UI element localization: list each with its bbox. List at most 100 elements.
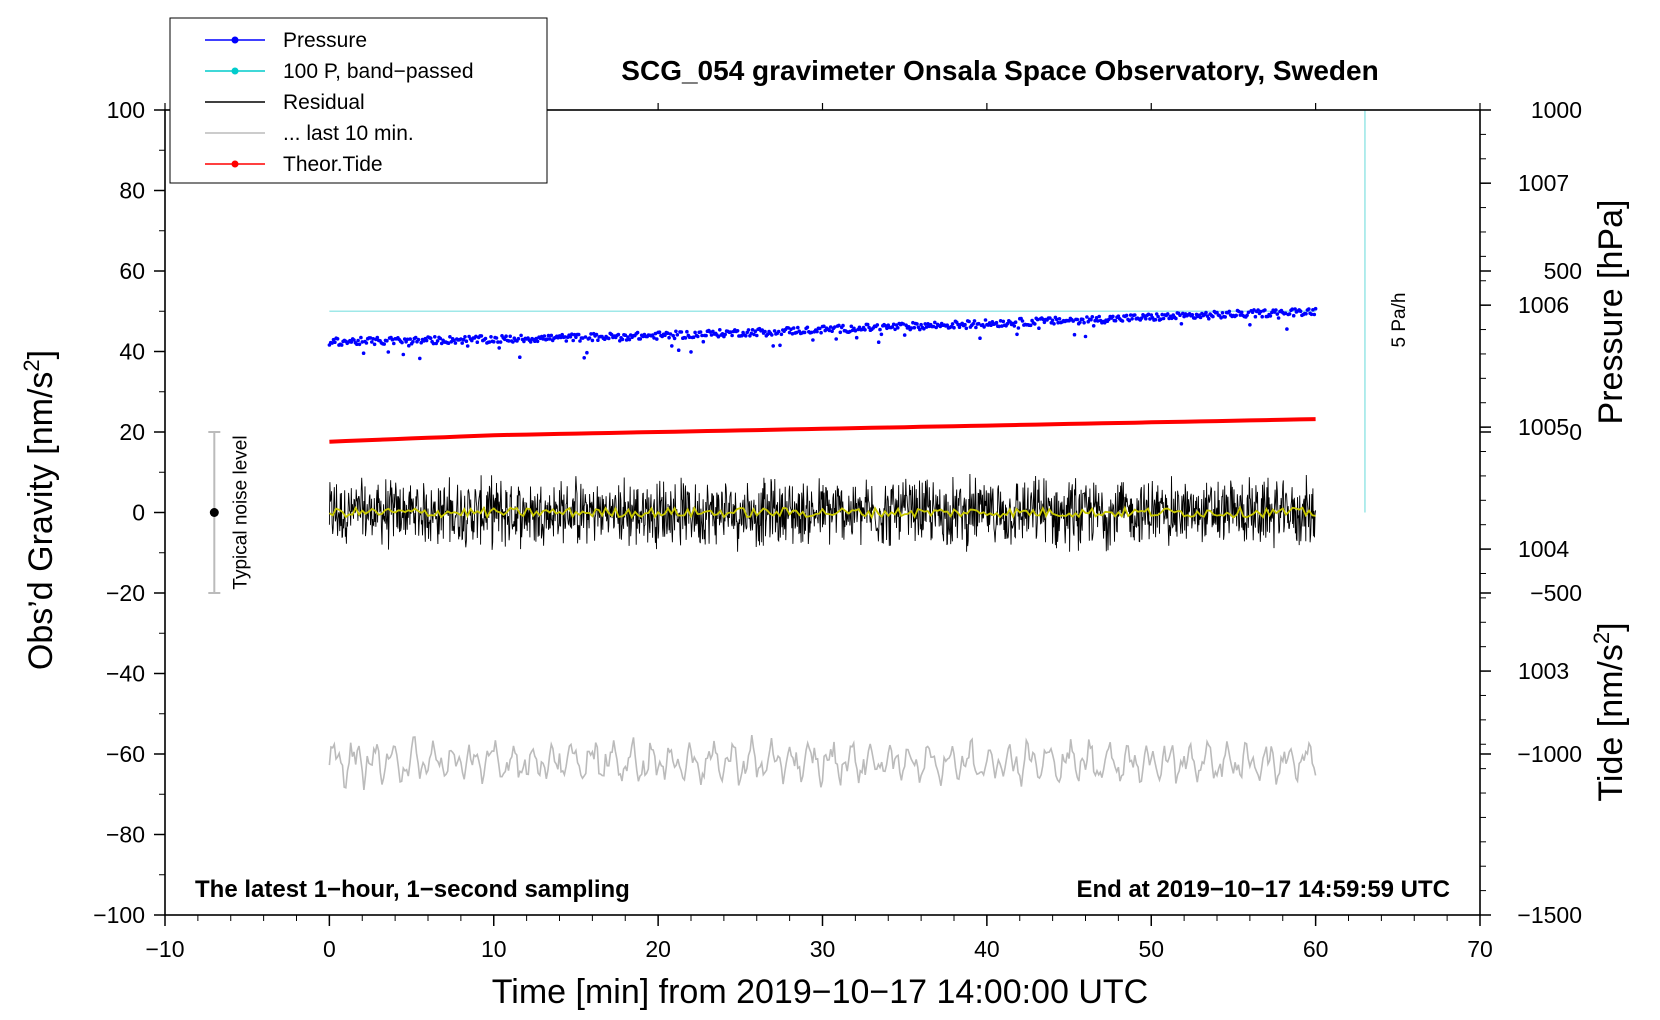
pressure-point bbox=[683, 336, 688, 340]
pressure-point bbox=[1041, 317, 1045, 322]
pressure-point bbox=[1000, 324, 1004, 328]
pressure-point bbox=[1263, 308, 1267, 312]
pressure-point bbox=[918, 327, 922, 332]
pressure-point bbox=[1149, 313, 1154, 317]
pressure-point bbox=[945, 323, 949, 328]
pressure-point bbox=[609, 332, 614, 337]
pressure-point bbox=[585, 350, 589, 355]
pressure-point bbox=[402, 337, 407, 341]
pressure-point bbox=[974, 325, 978, 330]
pressure-point bbox=[776, 329, 781, 334]
pressure-point bbox=[934, 325, 938, 330]
pressure-point bbox=[674, 329, 678, 334]
pressure-point bbox=[576, 332, 581, 337]
pressure-point bbox=[1293, 307, 1297, 311]
pressure-point bbox=[811, 338, 815, 342]
x-tick-label: 50 bbox=[1138, 936, 1164, 962]
pressure-point bbox=[1170, 316, 1174, 321]
legend-label: Pressure bbox=[283, 29, 367, 52]
pressure-point bbox=[1307, 307, 1311, 311]
last-10-min-line bbox=[328, 734, 1317, 790]
pressure-point bbox=[670, 344, 674, 348]
pressure-point bbox=[1013, 320, 1018, 325]
pressure-point bbox=[1246, 310, 1251, 315]
pressure-point bbox=[570, 332, 574, 337]
pressure-point bbox=[1219, 316, 1223, 320]
pressure-point bbox=[978, 336, 982, 341]
pressure-point bbox=[1248, 323, 1252, 327]
pressure-point bbox=[718, 328, 722, 332]
pressure-point bbox=[1238, 313, 1243, 317]
pressure-point bbox=[1298, 309, 1303, 314]
pressure-point bbox=[356, 338, 360, 343]
pressure-point bbox=[489, 335, 493, 339]
pressure-point bbox=[676, 348, 681, 353]
pressure-point bbox=[809, 330, 814, 335]
pressure-point bbox=[1037, 326, 1041, 331]
x-tick-label: 0 bbox=[323, 936, 336, 962]
pressure-point bbox=[878, 327, 882, 332]
pressure-point bbox=[716, 334, 721, 339]
pressure-point bbox=[1309, 312, 1314, 317]
pressure-point bbox=[1182, 314, 1186, 319]
y-tick-label: 0 bbox=[132, 500, 145, 526]
pressure-point bbox=[1159, 317, 1163, 322]
pressure-point bbox=[475, 340, 480, 345]
pressure-point bbox=[789, 327, 793, 332]
pressure-point bbox=[549, 333, 554, 338]
pressure-point bbox=[760, 328, 764, 332]
pressure-point bbox=[904, 323, 908, 328]
pressure-point bbox=[1211, 314, 1215, 319]
pressure-point bbox=[502, 337, 507, 342]
pressure-point bbox=[931, 324, 936, 329]
x-tick-label: 40 bbox=[974, 936, 1000, 962]
pressure-point bbox=[763, 329, 767, 334]
pressure-point bbox=[1237, 309, 1241, 314]
pressure-point bbox=[663, 333, 667, 338]
axes-layer: −10 0 10 20 30 40 50 60 70−100−80−60−40−20020406… bbox=[93, 97, 1582, 962]
pressure-point bbox=[439, 341, 444, 346]
pressure-point bbox=[837, 323, 841, 328]
pressure-point bbox=[723, 332, 727, 337]
pressure-point bbox=[907, 325, 911, 329]
pressure-tick-label: 1005 bbox=[1518, 414, 1569, 440]
pressure-point bbox=[545, 337, 549, 342]
pressure-point bbox=[772, 329, 777, 333]
pressure-point bbox=[667, 335, 671, 340]
pressure-point bbox=[400, 340, 404, 345]
y-axis-title: Obs’d Gravity [nm/s2] bbox=[19, 350, 60, 670]
pressure-point bbox=[830, 329, 834, 334]
pressure-point bbox=[574, 335, 578, 340]
pressure-point bbox=[497, 346, 502, 350]
pressure-point bbox=[875, 323, 880, 327]
tide-axis-title: Tide [nm/s2] bbox=[1589, 622, 1630, 801]
tide-tick-label: −1000 bbox=[1517, 741, 1582, 767]
pressure-point bbox=[339, 343, 344, 347]
pressure-point bbox=[655, 337, 659, 341]
pressure-point bbox=[708, 330, 712, 334]
legend-marker bbox=[231, 36, 239, 44]
tide-tick-label: −500 bbox=[1530, 580, 1582, 606]
pressure-point bbox=[522, 339, 526, 344]
pressure-point bbox=[1252, 308, 1256, 312]
pressure-point bbox=[849, 324, 854, 329]
pressure-point bbox=[359, 335, 363, 340]
pressure-point bbox=[1139, 316, 1144, 320]
pressure-point bbox=[583, 335, 588, 339]
pressure-point bbox=[689, 350, 693, 354]
pressure-point bbox=[1283, 311, 1288, 316]
pressure-point bbox=[924, 325, 929, 329]
pressure-point bbox=[1153, 317, 1158, 322]
y-tick-label: −100 bbox=[93, 902, 145, 928]
tide-line bbox=[329, 417, 1316, 444]
pressure-point bbox=[971, 322, 975, 326]
pressure-point bbox=[787, 330, 792, 335]
pressure-point bbox=[863, 328, 867, 332]
y-tick-label: 60 bbox=[119, 258, 145, 284]
x-tick-label: 70 bbox=[1467, 936, 1493, 962]
pressure-point bbox=[559, 335, 563, 340]
pressure-point bbox=[665, 331, 670, 336]
y-tick-label: −20 bbox=[106, 580, 145, 606]
pressure-point bbox=[1146, 312, 1151, 317]
pressure-point bbox=[1052, 322, 1056, 326]
